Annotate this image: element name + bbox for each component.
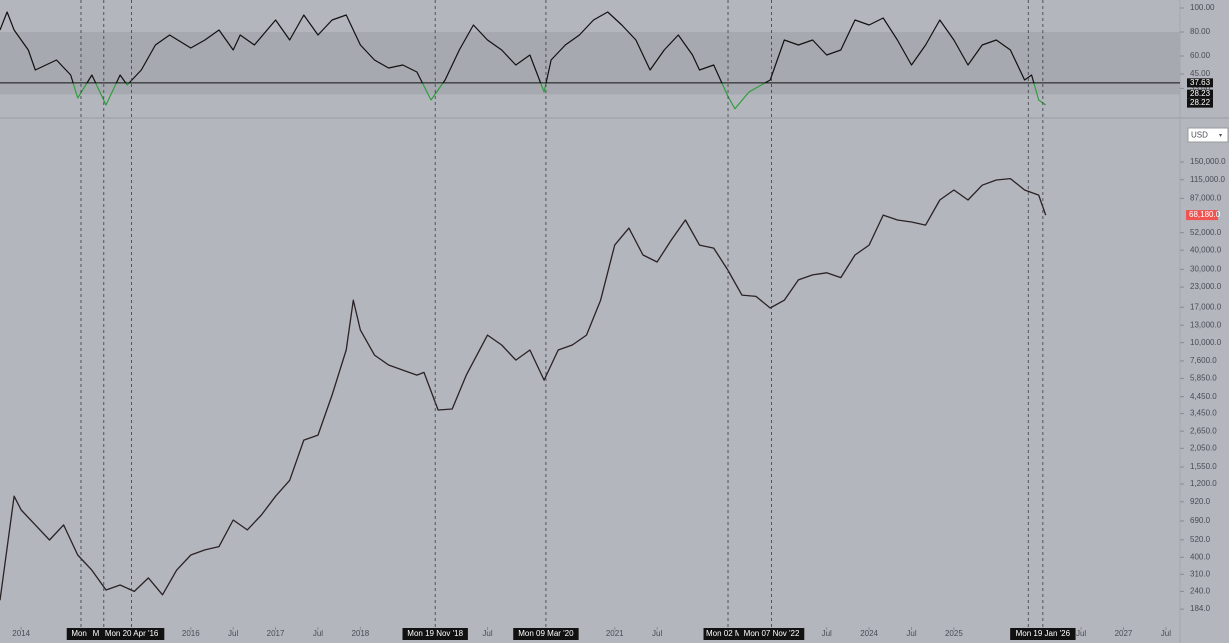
- x-tick-label: 2021: [606, 629, 624, 638]
- marker-label: Mon 20 Apr '16: [105, 629, 159, 638]
- x-tick-label: Jul: [1161, 629, 1171, 638]
- x-tick-label: Jul: [822, 629, 832, 638]
- y-tick-label: 60.00: [1190, 51, 1211, 60]
- marker-label: Mon 19 Jan '26: [1016, 629, 1071, 638]
- marker-label-box: [66, 628, 96, 640]
- price-line: [0, 177, 1047, 601]
- price-tag: [1186, 210, 1218, 221]
- y-tick-label: 30,000.0: [1190, 264, 1222, 273]
- y-tick-label: 5,850.0: [1190, 374, 1217, 383]
- marker-label: Mon 19 Nov '18: [407, 629, 463, 638]
- x-tick-label: Jul: [228, 629, 238, 638]
- x-tick-label: Jul: [1076, 629, 1086, 638]
- value-tag: [1187, 78, 1213, 88]
- marker-label-box: [98, 628, 165, 640]
- y-tick-label: 10,000.0: [1190, 338, 1222, 347]
- unit-box[interactable]: [1187, 127, 1229, 143]
- x-tick-label: 2016: [182, 629, 200, 638]
- y-tick-label: 45.00: [1190, 69, 1211, 78]
- unit-caret[interactable]: ▾: [1219, 133, 1222, 139]
- y-tick-label: 3,450.0: [1190, 409, 1217, 418]
- y-tick-label: 310.0: [1190, 569, 1211, 578]
- marker-label: Mon 09 Mar '20: [518, 629, 574, 638]
- x-tick-label: 2017: [267, 629, 285, 638]
- y-tick-label: 400.0: [1190, 552, 1211, 561]
- y-tick-label: 100.00: [1190, 3, 1215, 12]
- y-tick-label: 115,000.0: [1190, 175, 1226, 184]
- x-tick-label: Jul: [313, 629, 323, 638]
- value-tag: [1187, 89, 1213, 99]
- price-tag-label: 68,180.0: [1189, 210, 1221, 219]
- value-tag-label: 28.22: [1190, 98, 1211, 107]
- marker-label-box: [1010, 628, 1076, 640]
- y-tick-label: 23,000.0: [1190, 282, 1222, 291]
- x-tick-label: 2024: [860, 629, 878, 638]
- y-tick-label: 690.0: [1190, 516, 1211, 525]
- y-tick-label: 2,650.0: [1190, 426, 1217, 435]
- y-tick-label: 1,550.0: [1190, 462, 1217, 471]
- y-tick-label: 1,200.0: [1190, 479, 1217, 488]
- marker-label: Mon ': [71, 629, 91, 638]
- y-tick-label: 184.0: [1190, 604, 1211, 613]
- x-tick-label: 2025: [945, 629, 963, 638]
- marker-label-box: [402, 628, 468, 640]
- value-tag-label: 37.63: [1190, 78, 1211, 87]
- x-tick-label: 2014: [12, 629, 30, 638]
- y-tick-label: 40,000.0: [1190, 245, 1222, 254]
- x-tick-label: 2018: [351, 629, 369, 638]
- y-tick-label: 520.0: [1190, 535, 1211, 544]
- y-tick-label: 33.00: [1190, 84, 1211, 93]
- rsi-line: [0, 11, 1047, 110]
- y-tick-label: 2,050.0: [1190, 443, 1217, 452]
- marker-label-box: [738, 628, 805, 640]
- unit-label[interactable]: USD: [1191, 131, 1208, 140]
- x-tick-label: Jul: [482, 629, 492, 638]
- y-tick-label: 13,000.0: [1190, 320, 1222, 329]
- value-tag: [1187, 98, 1213, 108]
- y-tick-label: 150,000.0: [1190, 157, 1226, 166]
- y-tick-label: 240.0: [1190, 587, 1211, 596]
- rsi-band: [0, 32, 1180, 95]
- marker-label: Mon 07 Nov '22: [744, 629, 800, 638]
- x-tick-label: Jul: [906, 629, 916, 638]
- marker-label-box: [513, 628, 579, 640]
- y-tick-label: 87,000.0: [1190, 193, 1222, 202]
- marker-label: Mon 02 May: [706, 629, 750, 638]
- y-tick-label: 4,450.0: [1190, 392, 1217, 401]
- y-tick-label: 7,600.0: [1190, 356, 1217, 365]
- y-tick-label: 52,000.0: [1190, 228, 1222, 237]
- y-tick-label: 80.00: [1190, 27, 1211, 36]
- y-tick-label: 920.0: [1190, 497, 1211, 506]
- x-tick-label: 2027: [1115, 629, 1133, 638]
- x-tick-label: Jul: [652, 629, 662, 638]
- value-tag-label: 28.23: [1190, 89, 1211, 98]
- y-tick-label: 17,000.0: [1190, 302, 1222, 311]
